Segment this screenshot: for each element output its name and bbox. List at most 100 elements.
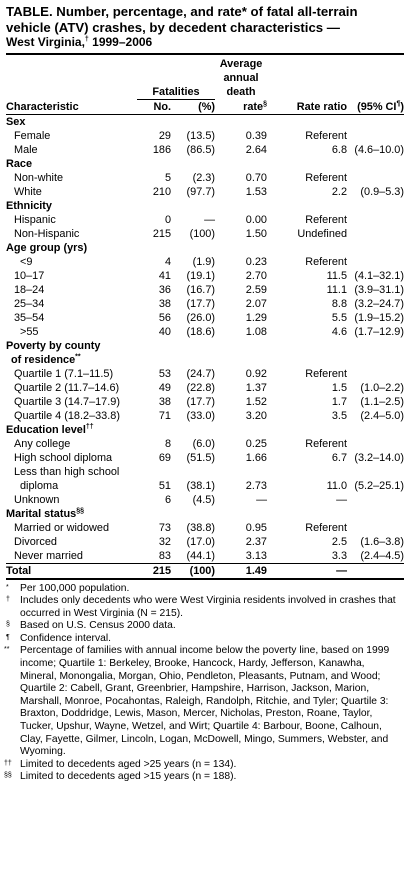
row-rate-ratio: Referent (305, 367, 347, 380)
header-rate-line-1: Average (215, 52, 267, 71)
footnote: ¶ Confidence interval. (6, 632, 112, 644)
section-footnote-mark: †† (85, 422, 94, 430)
table-row: 18–24 36 (16.7) 2.59 11.1 (3.9–31.1) (6, 283, 404, 297)
section-label: Ethnicity (6, 199, 52, 212)
row-rate-ratio: 2.2 (331, 185, 347, 198)
row-label: 10–17 (14, 269, 45, 282)
row-ci (347, 437, 404, 451)
row-label: High school diploma (14, 451, 113, 464)
section-sex: Sex (6, 114, 404, 129)
row-ci (347, 171, 404, 185)
table-row: Female 29 (13.5) 0.39 Referent (6, 129, 404, 143)
section-label: Age group (yrs) (6, 241, 88, 254)
row-label: diploma (20, 479, 59, 492)
header-ci-mark: ¶ (396, 99, 401, 107)
row-rate: 0.92 (245, 367, 267, 380)
row-number: 49 (158, 381, 171, 394)
table-row: Unknown 6 (4.5) — — (6, 493, 404, 507)
row-rate-ratio: Referent (305, 129, 347, 142)
row-rate-ratio: Referent (305, 213, 347, 226)
row-rate-ratio: 3.5 (331, 409, 347, 422)
row-rate: 1.52 (245, 395, 267, 408)
header-rate-label: rate (243, 100, 264, 113)
row-number: 6 (164, 493, 171, 506)
row-rate: 0.23 (245, 255, 267, 268)
row-percent: (38.1) (186, 479, 215, 492)
row-ci: (2.4–4.5) (360, 549, 404, 562)
row-rate-ratio: Referent (305, 255, 347, 268)
row-label: Total (6, 562, 137, 580)
table-row: diploma 51 (38.1) 2.73 11.0 (5.2–25.1) (6, 479, 404, 493)
row-number: 8 (164, 437, 171, 450)
row-rate-ratio: 8.8 (331, 297, 347, 310)
row-number: 38 (158, 395, 171, 408)
table-row: Non-Hispanic 215 (100) 1.50 Undefined (6, 227, 404, 241)
row-rate: 0.39 (245, 129, 267, 142)
row-ci (347, 521, 404, 535)
table-row: Quartile 2 (11.7–14.6) 49 (22.8) 1.37 1.5 (1.… (6, 381, 404, 395)
section-label: Race (6, 157, 33, 170)
row-label: Unknown (14, 493, 60, 506)
row-rate-ratio: 6.7 (331, 451, 347, 464)
header-no: No. (137, 99, 171, 115)
table-row: Never married 83 (44.1) 3.13 3.3 (2.4–4.5) (6, 549, 404, 564)
row-ci (347, 255, 404, 269)
table-row: 10–17 41 (19.1) 2.70 11.5 (4.1–32.1) (6, 269, 404, 283)
row-rate: 3.20 (245, 409, 267, 422)
footnote-text: Limited to decedents aged >15 years (n =… (20, 771, 237, 783)
row-percent: (100) (189, 227, 215, 240)
footnote-text: Confidence interval. (20, 632, 112, 644)
row-rate-ratio: 11.5 (326, 269, 347, 282)
table-row: 35–54 56 (26.0) 1.29 5.5 (1.9–15.2) (6, 311, 404, 325)
row-label: Non-Hispanic (14, 227, 80, 240)
footnote: * Per 100,000 population. (6, 582, 130, 594)
row-rate-ratio: 11.1 (326, 283, 347, 296)
row-label: 35–54 (14, 311, 45, 324)
row-label: Hispanic (14, 213, 56, 226)
row-label-text: <9 (20, 255, 33, 268)
table-row: >55 40 (18.6) 1.08 4.6 (1.7–12.9) (6, 325, 404, 339)
row-number: 83 (158, 549, 171, 562)
row-rate: — (256, 493, 267, 506)
row-rate: 0.95 (245, 521, 267, 534)
footnote-text: Based on U.S. Census 2000 data. (20, 620, 176, 632)
row-percent: (38.8) (186, 521, 215, 534)
row-label: Divorced (14, 535, 57, 548)
row-rate: 2.73 (245, 479, 267, 492)
row-rate-ratio: 6.8 (331, 143, 347, 156)
row-number: 41 (158, 269, 171, 282)
row-number: 186 (152, 143, 171, 156)
row-ci: (0.9–5.3) (360, 185, 404, 198)
row-ci: (1.0–2.2) (360, 381, 404, 394)
row-percent: (33.0) (186, 409, 215, 422)
row-ci: (1.9–15.2) (354, 311, 404, 324)
row-label: <9 (6, 255, 137, 269)
header-rate-line-3: death (226, 86, 256, 98)
section-marital: Marital status§§ (6, 507, 404, 521)
row-label-text: >55 (20, 325, 39, 338)
row-number: 32 (158, 535, 171, 548)
section-label: Marital status§§ (6, 507, 404, 521)
row-rate: 2.07 (245, 297, 267, 310)
row-number: 73 (158, 521, 171, 534)
row-percent: — (204, 213, 215, 226)
row-percent: (97.7) (186, 185, 215, 198)
row-number: 29 (158, 129, 171, 142)
header-fatalities: Fatalities (137, 84, 215, 100)
row-percent: (1.9) (192, 255, 215, 268)
table-row: Non-white 5 (2.3) 0.70 Referent (6, 171, 404, 185)
footnote-text: Limited to decedents aged >25 years (n =… (20, 758, 237, 770)
row-percent: (24.7) (186, 367, 215, 380)
table-row: Quartile 3 (14.7–17.9) 38 (17.7) 1.52 1.7 (1.… (6, 395, 404, 409)
row-percent: (2.3) (192, 171, 215, 184)
row-label: Quartile 4 (18.2–33.8) (14, 409, 120, 422)
row-rate-ratio: 4.6 (331, 325, 347, 338)
row-percent: (26.0) (186, 311, 215, 324)
section-label-text: Marital status (6, 507, 77, 520)
section-race: Race (6, 157, 404, 171)
footnote: † Includes only decedents who were West V… (6, 595, 396, 619)
title-line-2: vehicle (ATV) crashes, by decedent chara… (6, 19, 340, 35)
row-ci: (4.6–10.0) (354, 143, 404, 156)
row-label: Less than high school (14, 465, 120, 478)
row-percent: (16.7) (186, 283, 215, 296)
